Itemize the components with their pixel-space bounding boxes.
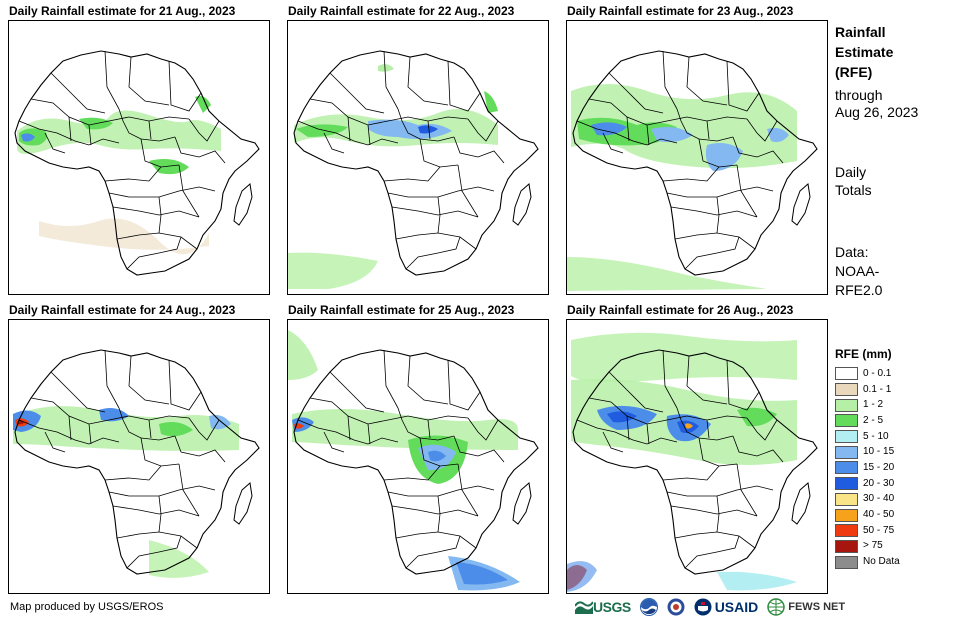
legend-swatch	[835, 414, 858, 428]
legend-swatch	[835, 430, 858, 444]
legend-item: 20 - 30	[835, 476, 963, 492]
legend-item: 10 - 15	[835, 444, 963, 460]
rainfall-map	[287, 20, 549, 295]
legend-item: 50 - 75	[835, 523, 963, 539]
legend-item: 5 - 10	[835, 429, 963, 445]
legend-label: > 75	[863, 540, 883, 552]
legend-swatch	[835, 477, 858, 491]
legend-label: 20 - 30	[863, 477, 895, 489]
legend-label: 5 - 10	[863, 430, 889, 442]
side-title-line3: (RFE)	[835, 64, 873, 80]
logo-strip: USGS USAID FEWS NET	[575, 595, 854, 619]
rainfall-map	[287, 319, 549, 594]
globe-icon	[767, 598, 785, 616]
legend-label: 0 - 0.1	[863, 367, 892, 379]
panel-title: Daily Rainfall estimate for 22 Aug., 202…	[288, 4, 515, 18]
noaa-emblem-icon	[639, 598, 658, 616]
rain-areas	[567, 332, 797, 592]
legend-swatch	[835, 367, 858, 381]
rain-areas	[567, 84, 797, 291]
legend-label: 0.1 - 1	[863, 383, 892, 395]
panel-title: Daily Rainfall estimate for 25 Aug., 202…	[288, 303, 515, 317]
side-through-date: Aug 26, 2023	[835, 104, 919, 120]
legend-item: 2 - 5	[835, 413, 963, 429]
legend-label: 50 - 75	[863, 524, 895, 536]
legend-label: 15 - 20	[863, 461, 895, 473]
legend-label: No Data	[863, 556, 900, 568]
rain-areas	[13, 406, 239, 578]
rain-areas	[288, 64, 498, 289]
side-totals-line1: Daily	[835, 164, 867, 180]
rainfall-map	[8, 319, 270, 594]
usgs-logo: USGS	[575, 595, 631, 619]
legend-swatch	[835, 508, 858, 522]
legend-swatch	[835, 383, 858, 397]
panel-title: Daily Rainfall estimate for 26 Aug., 202…	[567, 303, 794, 317]
rain-areas	[288, 330, 520, 591]
side-through: through	[835, 87, 883, 103]
rainfall-map	[566, 20, 828, 295]
noaa-logo	[639, 595, 658, 619]
side-title-line2: Estimate	[835, 44, 894, 60]
rainfall-map	[566, 319, 828, 594]
panel-title: Daily Rainfall estimate for 23 Aug., 202…	[567, 4, 794, 18]
legend-label: 10 - 15	[863, 446, 895, 458]
legend-label: 30 - 40	[863, 493, 895, 505]
rainfall-map	[8, 20, 270, 295]
rfe-legend: RFE (mm) 0 - 0.1 0.1 - 1 1 - 2 2 - 5 5 - 10 1…	[835, 346, 963, 570]
fews-net-text: FEWS NET	[788, 601, 846, 613]
usaid-seal-icon	[694, 598, 712, 616]
map-panel-aug-25: Daily Rainfall estimate for 25 Aug., 202…	[287, 303, 549, 594]
map-panel-aug-21: Daily Rainfall estimate for 21 Aug., 202…	[8, 4, 270, 295]
map-credit: Map produced by USGS/EROS	[10, 601, 164, 613]
legend-item: 40 - 50	[835, 507, 963, 523]
legend-item: 0 - 0.1	[835, 366, 963, 382]
legend-swatch	[835, 524, 858, 538]
map-panel-aug-22: Daily Rainfall estimate for 22 Aug., 202…	[287, 4, 549, 295]
usaid-logo: USAID	[694, 595, 759, 619]
legend-item: No Data	[835, 554, 963, 570]
side-data-line2: NOAA-	[835, 263, 880, 279]
legend-item: 30 - 40	[835, 492, 963, 508]
nasa-logo	[667, 595, 685, 619]
map-panel-aug-24: Daily Rainfall estimate for 24 Aug., 202…	[8, 303, 270, 594]
legend-swatch	[835, 539, 858, 553]
legend-swatch	[835, 492, 858, 506]
legend-swatch	[835, 555, 858, 569]
panel-title: Daily Rainfall estimate for 21 Aug., 202…	[9, 4, 236, 18]
fews-net-logo: FEWS NET	[767, 595, 845, 619]
side-data-line1: Data:	[835, 244, 869, 260]
map-panel-aug-26: Daily Rainfall estimate for 26 Aug., 202…	[566, 303, 828, 594]
legend-item: 15 - 20	[835, 460, 963, 476]
panel-title: Daily Rainfall estimate for 24 Aug., 202…	[9, 303, 236, 317]
rain-areas	[17, 96, 221, 255]
side-totals-line2: Totals	[835, 182, 872, 198]
legend-item: > 75	[835, 539, 963, 555]
side-title-line1: Rainfall	[835, 24, 886, 40]
usaid-text: USAID	[714, 599, 759, 615]
legend-label: 1 - 2	[863, 399, 884, 411]
legend-label: 40 - 50	[863, 509, 895, 521]
legend-rows: 0 - 0.1 0.1 - 1 1 - 2 2 - 5 5 - 10 10 - 15 15 …	[835, 366, 963, 570]
seal-icon	[667, 598, 685, 616]
legend-title: RFE (mm)	[835, 347, 892, 361]
side-data-line3: RFE2.0	[835, 282, 883, 298]
usgs-text: USGS	[593, 599, 631, 615]
legend-item: 1 - 2	[835, 397, 963, 413]
legend-swatch	[835, 398, 858, 412]
usgs-wave-icon	[575, 601, 593, 614]
legend-label: 2 - 5	[863, 414, 884, 426]
legend-swatch	[835, 461, 858, 475]
map-panel-aug-23: Daily Rainfall estimate for 23 Aug., 202…	[566, 4, 828, 295]
legend-swatch	[835, 445, 858, 459]
legend-item: 0.1 - 1	[835, 382, 963, 398]
